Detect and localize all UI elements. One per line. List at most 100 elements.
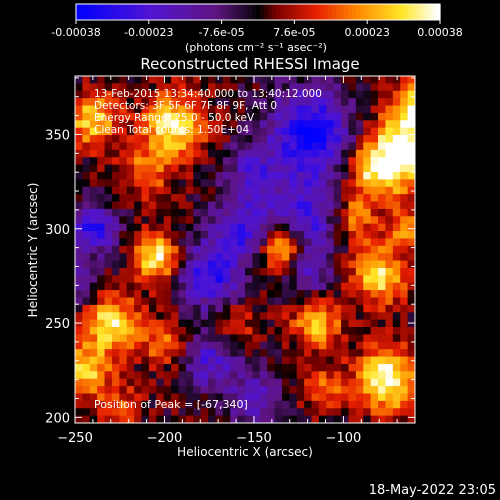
heatmap-cell bbox=[348, 76, 357, 84]
heatmap-cell bbox=[193, 127, 202, 136]
heatmap-cell bbox=[400, 201, 409, 210]
heatmap-cell bbox=[148, 90, 157, 99]
heatmap-cell bbox=[200, 216, 209, 225]
heatmap-cell bbox=[318, 290, 327, 298]
heatmap-cell bbox=[126, 223, 135, 232]
heatmap-cell bbox=[156, 164, 165, 173]
heatmap-cell bbox=[245, 334, 253, 343]
heatmap-cell bbox=[281, 164, 290, 173]
heatmap-cell bbox=[311, 356, 320, 365]
heatmap-cell bbox=[311, 393, 320, 402]
heatmap-cell bbox=[370, 135, 379, 143]
heatmap-cell bbox=[378, 194, 386, 202]
heatmap-cell bbox=[89, 194, 98, 202]
heatmap-cell bbox=[296, 386, 305, 394]
heatmap-cell bbox=[185, 120, 194, 129]
heatmap-cell bbox=[400, 98, 409, 106]
heatmap-cell bbox=[333, 290, 342, 298]
heatmap-cell bbox=[289, 208, 298, 217]
heatmap-cell bbox=[355, 378, 364, 387]
heatmap-cell bbox=[407, 76, 416, 84]
heatmap-cell bbox=[171, 282, 179, 291]
heatmap-cell bbox=[111, 216, 120, 225]
heatmap-cell bbox=[348, 186, 357, 195]
heatmap-cell bbox=[185, 83, 194, 92]
heatmap-cell bbox=[215, 127, 224, 136]
heatmap-cell bbox=[296, 76, 305, 84]
heatmap-cell bbox=[75, 216, 83, 225]
heatmap-cell bbox=[82, 260, 91, 269]
heatmap-cell bbox=[326, 290, 335, 298]
heatmap-cell bbox=[141, 304, 150, 313]
heatmap-cell bbox=[355, 290, 364, 298]
heatmap-cell bbox=[141, 112, 150, 121]
heatmap-cell bbox=[252, 245, 261, 254]
heatmap-cell bbox=[119, 371, 128, 380]
heatmap-cell bbox=[296, 194, 305, 202]
heatmap-cell bbox=[134, 186, 142, 195]
heatmap-cell bbox=[222, 253, 231, 261]
heatmap-cell bbox=[355, 327, 364, 335]
heatmap-cell bbox=[82, 223, 91, 232]
heatmap-cell bbox=[407, 179, 416, 188]
heatmap-cell bbox=[333, 135, 342, 143]
heatmap-cell bbox=[341, 83, 349, 92]
heatmap-cell bbox=[237, 201, 246, 210]
heatmap-cell bbox=[97, 179, 105, 188]
heatmap-cell bbox=[171, 223, 179, 232]
heatmap-cell bbox=[111, 349, 120, 357]
heatmap-cell bbox=[252, 253, 261, 261]
heatmap-cell bbox=[378, 297, 386, 306]
heatmap-cell bbox=[126, 312, 135, 321]
heatmap-cell bbox=[134, 135, 142, 143]
heatmap-cell bbox=[385, 194, 394, 202]
heatmap-cell bbox=[185, 334, 194, 343]
heatmap-cell bbox=[311, 223, 320, 232]
heatmap-cell bbox=[200, 112, 209, 121]
heatmap-cell bbox=[304, 253, 312, 261]
heatmap-cell bbox=[348, 164, 357, 173]
colorbar-cell bbox=[360, 4, 365, 20]
heatmap-cell bbox=[215, 408, 224, 417]
colorbar-cell bbox=[356, 4, 361, 20]
heatmap-cell bbox=[230, 356, 239, 365]
heatmap-cell bbox=[341, 164, 349, 173]
heatmap-cell bbox=[392, 238, 401, 247]
heatmap-cell bbox=[378, 275, 386, 284]
heatmap-cell bbox=[148, 157, 157, 165]
heatmap-cell bbox=[163, 275, 172, 284]
heatmap-cell bbox=[267, 171, 275, 180]
heatmap-cell bbox=[156, 327, 165, 335]
heatmap-cell bbox=[296, 90, 305, 99]
heatmap-cell bbox=[370, 319, 379, 328]
heatmap-cell bbox=[252, 349, 261, 357]
heatmap-cell bbox=[378, 142, 386, 151]
heatmap-cell bbox=[304, 341, 312, 350]
heatmap-cell bbox=[385, 83, 394, 92]
heatmap-cell bbox=[296, 157, 305, 165]
heatmap-cell bbox=[119, 164, 128, 173]
colorbar-cell bbox=[152, 4, 157, 20]
heatmap-cell bbox=[230, 371, 239, 380]
heatmap-cell bbox=[163, 98, 172, 106]
heatmap-cell bbox=[259, 327, 268, 335]
heatmap-cell bbox=[215, 319, 224, 328]
heatmap-cell bbox=[289, 135, 298, 143]
heatmap-cell bbox=[156, 400, 165, 409]
heatmap-cell bbox=[245, 386, 253, 394]
heatmap-cell bbox=[126, 378, 135, 387]
heatmap-cell bbox=[304, 393, 312, 402]
colorbar-cell bbox=[348, 4, 353, 20]
heatmap-cell bbox=[296, 98, 305, 106]
heatmap-cell bbox=[97, 304, 105, 313]
heatmap-cell bbox=[97, 319, 105, 328]
heatmap-cell bbox=[385, 201, 394, 210]
heatmap-cell bbox=[237, 179, 246, 188]
heatmap-cell bbox=[237, 149, 246, 158]
heatmap-cell bbox=[134, 363, 142, 372]
heatmap-cell bbox=[385, 400, 394, 409]
heatmap-cell bbox=[171, 201, 179, 210]
heatmap-cell bbox=[82, 349, 91, 357]
heatmap-cell bbox=[274, 179, 283, 188]
heatmap-cell bbox=[400, 105, 409, 114]
